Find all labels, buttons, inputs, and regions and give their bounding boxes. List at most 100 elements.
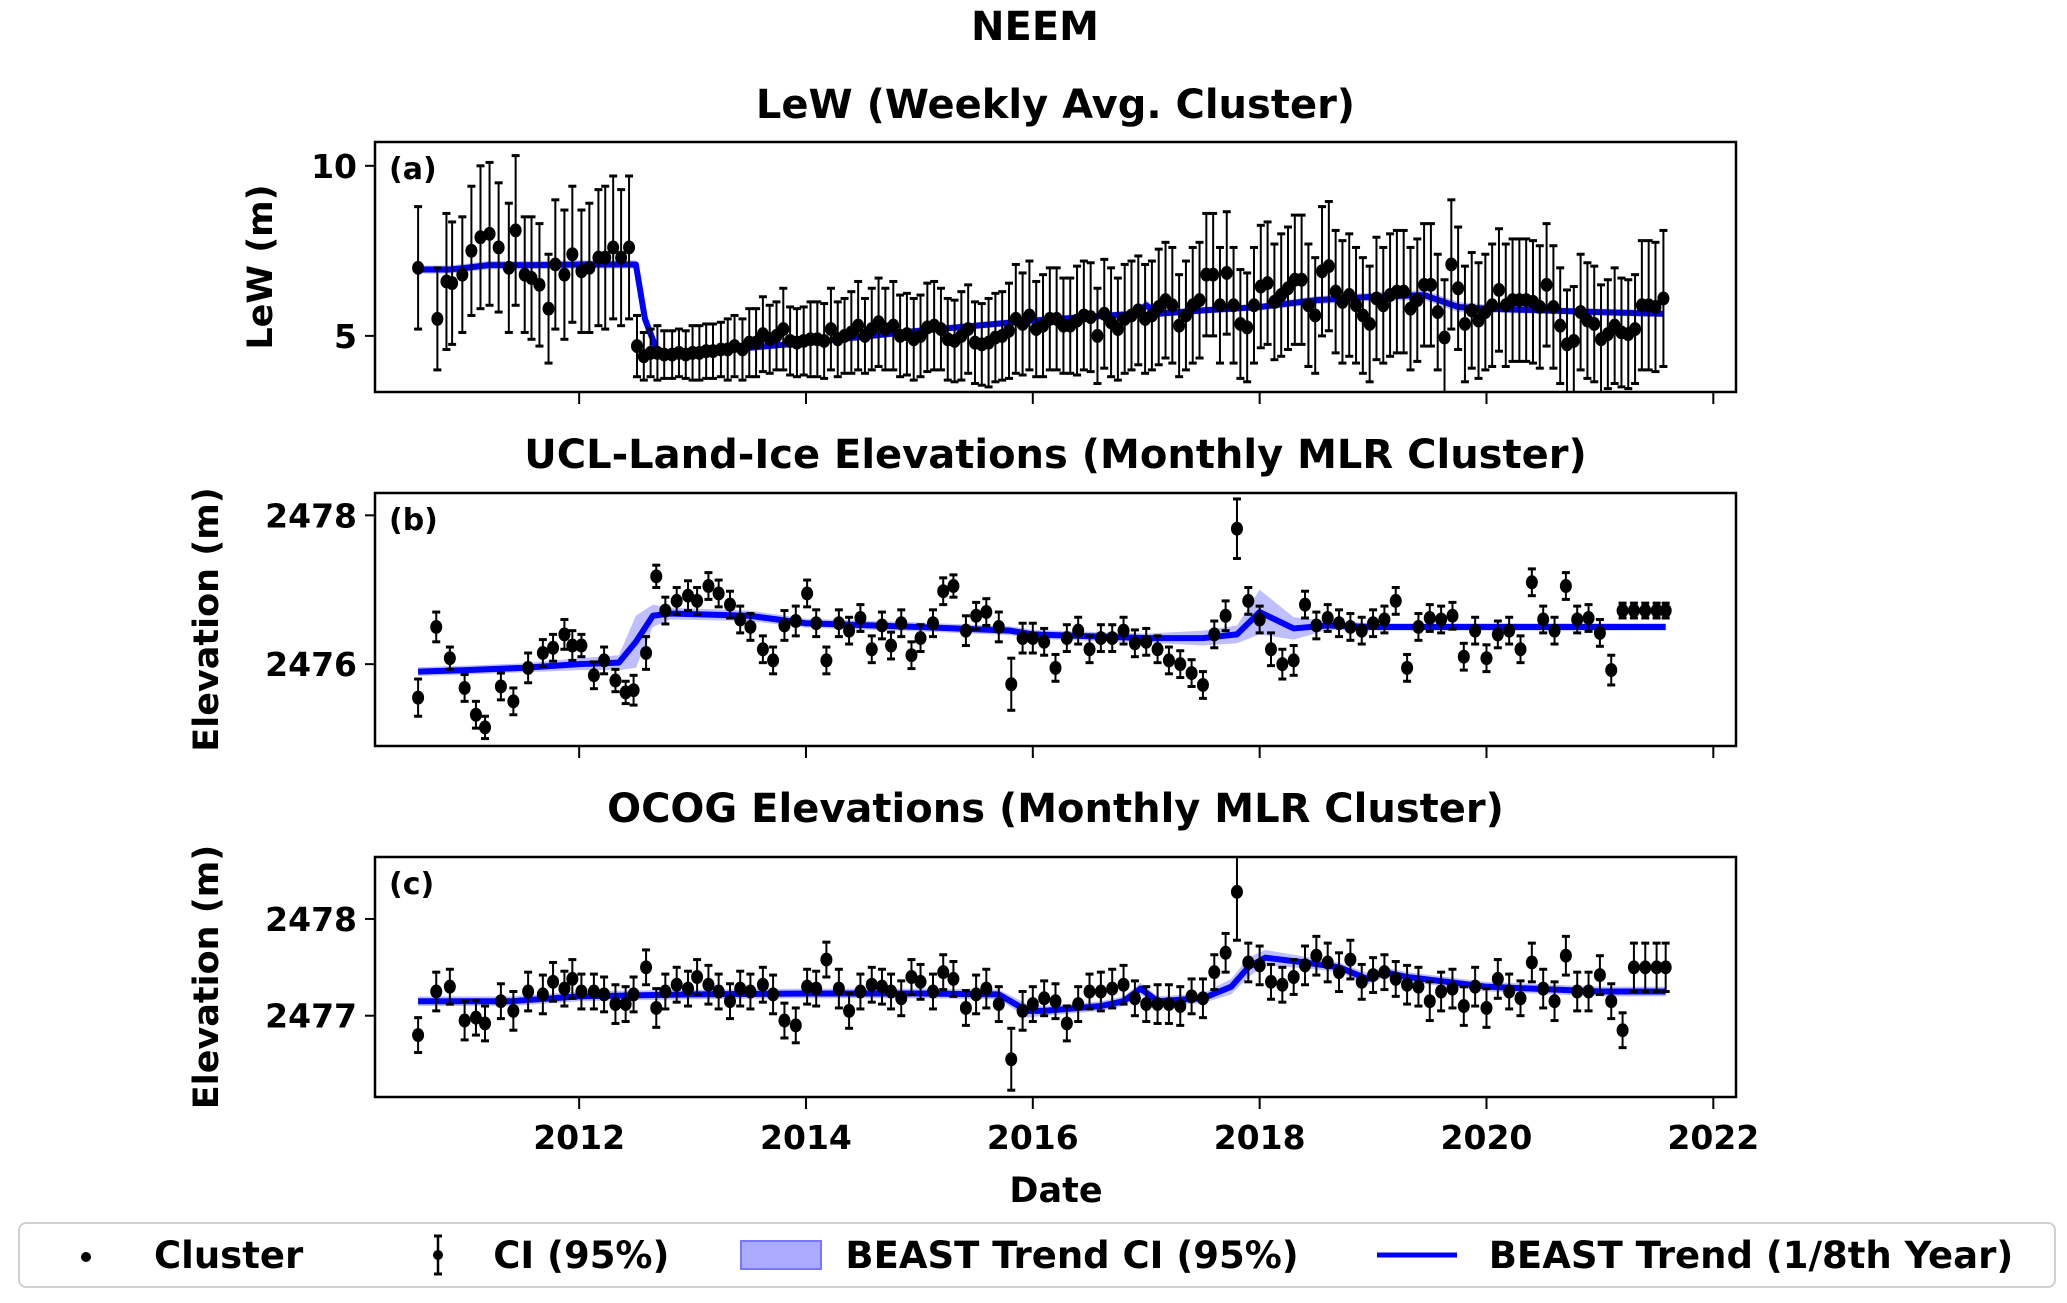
data-point bbox=[1554, 266, 1567, 385]
data-point bbox=[1333, 608, 1346, 639]
data-point bbox=[1242, 586, 1255, 616]
data-point bbox=[970, 600, 983, 631]
data-point bbox=[1276, 647, 1289, 681]
cluster-point bbox=[536, 987, 549, 1002]
x-tick-label: 2014 bbox=[760, 1118, 852, 1157]
cluster-point bbox=[1213, 298, 1226, 313]
data-point bbox=[1367, 608, 1380, 639]
data-point bbox=[1355, 962, 1368, 1001]
cluster-point bbox=[1343, 288, 1356, 303]
data-point bbox=[955, 290, 968, 382]
data-point bbox=[443, 645, 456, 671]
cluster-point bbox=[575, 984, 588, 999]
data-point bbox=[630, 313, 643, 379]
cluster-point bbox=[430, 619, 443, 634]
data-point bbox=[465, 184, 478, 317]
cluster-point bbox=[1094, 631, 1107, 646]
cluster-point bbox=[1193, 293, 1206, 308]
cluster-point bbox=[992, 619, 1005, 634]
data-point bbox=[1166, 245, 1179, 365]
cluster-point bbox=[1220, 265, 1233, 280]
data-point bbox=[854, 603, 867, 633]
data-point bbox=[1106, 967, 1119, 1010]
cluster-point bbox=[959, 623, 972, 638]
cluster-point bbox=[536, 645, 549, 660]
cluster-point bbox=[1465, 303, 1478, 318]
data-point bbox=[1264, 962, 1277, 1001]
data-point bbox=[1435, 604, 1448, 635]
cluster-point bbox=[1140, 997, 1153, 1012]
data-point bbox=[1377, 245, 1390, 365]
x-tick-label: 2016 bbox=[987, 1118, 1079, 1157]
data-point bbox=[1548, 615, 1561, 646]
data-point bbox=[1241, 271, 1254, 384]
data-point bbox=[1605, 653, 1618, 687]
x-tick-label: 2018 bbox=[1214, 1118, 1306, 1157]
cluster-point bbox=[1503, 984, 1516, 999]
legend-item-trend: BEAST Trend (1/8th Year) bbox=[1375, 1234, 2013, 1277]
data-point bbox=[492, 181, 505, 314]
data-point bbox=[412, 1016, 425, 1054]
data-point bbox=[832, 967, 845, 1010]
data-point bbox=[1465, 251, 1478, 370]
cluster-point bbox=[583, 260, 596, 275]
cluster-point bbox=[1174, 999, 1187, 1014]
cluster-point bbox=[494, 994, 507, 1009]
data-point bbox=[1309, 256, 1322, 375]
data-point bbox=[1593, 618, 1606, 648]
data-point bbox=[1491, 958, 1504, 1000]
cluster-point bbox=[1582, 984, 1595, 999]
legend-item-ci: CI (95%) bbox=[423, 1230, 669, 1280]
cluster-point bbox=[1397, 284, 1410, 299]
cluster-point bbox=[640, 960, 653, 975]
errorbar-icon bbox=[433, 1234, 444, 1276]
data-point bbox=[723, 589, 736, 620]
cluster-point bbox=[702, 579, 715, 594]
data-point bbox=[1083, 972, 1096, 1011]
cluster-point bbox=[1567, 333, 1580, 348]
panel-label: (b) bbox=[389, 503, 438, 538]
data-point bbox=[1091, 286, 1104, 385]
panel-label: (c) bbox=[389, 867, 434, 902]
cluster-point bbox=[1023, 308, 1036, 323]
data-point bbox=[1276, 965, 1289, 1004]
cluster-point bbox=[1230, 521, 1243, 536]
data-point bbox=[412, 205, 425, 331]
cluster-point bbox=[1503, 623, 1516, 638]
cluster-point bbox=[778, 618, 791, 633]
data-point bbox=[1321, 603, 1334, 633]
data-point bbox=[1321, 941, 1334, 984]
cluster-point bbox=[1151, 997, 1164, 1012]
cluster-point bbox=[789, 1018, 802, 1033]
data-point bbox=[1310, 934, 1323, 977]
cluster-point bbox=[734, 612, 747, 627]
y-tick-label: 5 bbox=[334, 317, 357, 356]
data-point bbox=[1567, 285, 1580, 392]
data-point bbox=[583, 201, 596, 334]
data-point bbox=[1424, 222, 1437, 348]
data-point bbox=[522, 970, 535, 1013]
data-point bbox=[1253, 604, 1266, 635]
cluster-point bbox=[1650, 960, 1663, 975]
data-point bbox=[1378, 953, 1391, 992]
data-point bbox=[1072, 985, 1085, 1024]
data-point bbox=[494, 671, 507, 702]
cluster-point bbox=[824, 322, 837, 337]
panel-c: OCOG Elevations (Monthly MLR Cluster) (c)… bbox=[187, 786, 1759, 1157]
cluster-point bbox=[479, 720, 492, 735]
data-point bbox=[1571, 970, 1584, 1013]
cluster-point bbox=[1424, 277, 1437, 292]
data-point bbox=[1537, 604, 1550, 635]
data-point bbox=[1268, 242, 1281, 362]
cluster-point bbox=[1333, 965, 1346, 980]
data-point bbox=[627, 975, 640, 1014]
data-point bbox=[770, 300, 783, 372]
data-point bbox=[789, 604, 802, 638]
data-point bbox=[1401, 963, 1414, 1006]
data-point bbox=[558, 208, 571, 341]
data-point bbox=[927, 608, 940, 639]
cluster-point bbox=[1469, 979, 1482, 994]
cluster-point bbox=[1005, 1052, 1018, 1067]
cluster-point bbox=[1162, 997, 1175, 1012]
data-point bbox=[744, 972, 757, 1011]
